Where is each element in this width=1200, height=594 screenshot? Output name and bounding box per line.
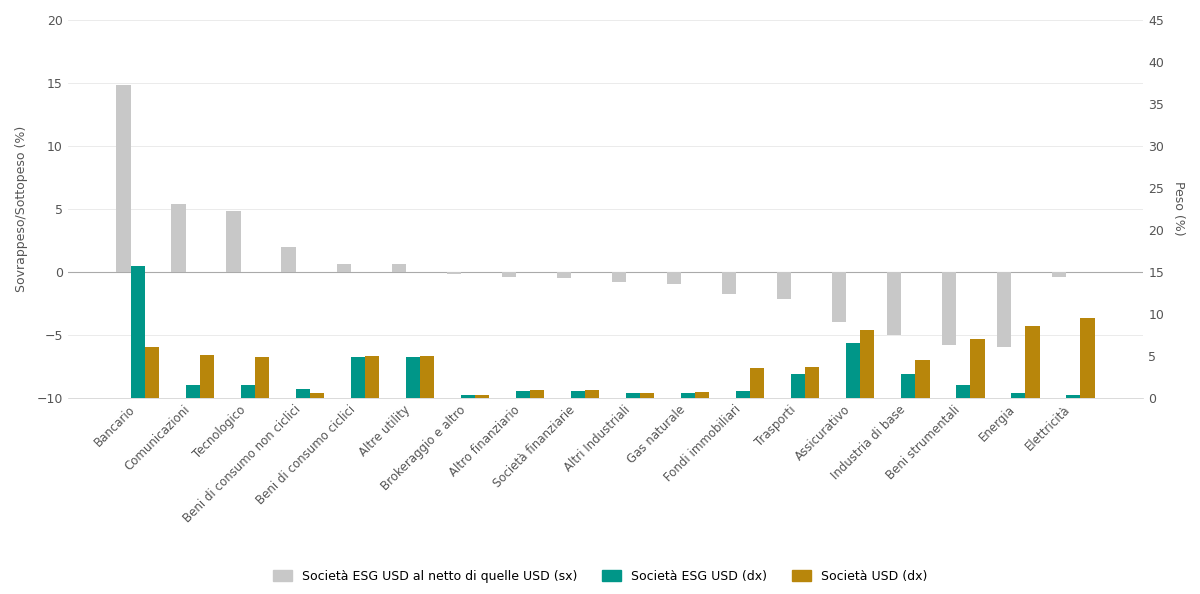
Bar bbox=[721, 271, 736, 295]
Bar bbox=[145, 347, 160, 397]
Bar bbox=[172, 204, 186, 271]
Bar bbox=[516, 391, 530, 397]
Bar bbox=[557, 271, 571, 278]
Bar bbox=[750, 368, 764, 397]
Legend: Società ESG USD al netto di quelle USD (sx), Società ESG USD (dx), Società USD (: Società ESG USD al netto di quelle USD (… bbox=[268, 565, 932, 587]
Bar bbox=[612, 271, 626, 282]
Bar bbox=[626, 393, 640, 397]
Bar bbox=[1066, 395, 1080, 397]
Bar bbox=[791, 374, 805, 397]
Bar bbox=[186, 385, 200, 397]
Bar bbox=[530, 390, 545, 397]
Bar bbox=[1051, 271, 1066, 277]
Bar bbox=[832, 271, 846, 322]
Bar bbox=[640, 393, 654, 397]
Bar bbox=[131, 266, 145, 397]
Y-axis label: Sovrappeso/Sottopeso (%): Sovrappeso/Sottopeso (%) bbox=[14, 126, 28, 292]
Bar bbox=[971, 339, 984, 397]
Bar bbox=[956, 385, 971, 397]
Bar bbox=[502, 271, 516, 277]
Bar bbox=[256, 358, 269, 397]
Bar bbox=[241, 385, 256, 397]
Bar bbox=[887, 271, 901, 334]
Bar bbox=[776, 271, 791, 299]
Bar bbox=[446, 271, 461, 274]
Bar bbox=[942, 271, 956, 345]
Bar bbox=[695, 391, 709, 397]
Bar bbox=[916, 360, 930, 397]
Bar bbox=[475, 395, 490, 397]
Bar bbox=[1080, 318, 1094, 397]
Bar bbox=[997, 271, 1010, 347]
Bar bbox=[1010, 393, 1025, 397]
Bar bbox=[586, 390, 600, 397]
Bar bbox=[406, 358, 420, 397]
Bar bbox=[666, 271, 680, 285]
Bar bbox=[391, 264, 406, 271]
Bar bbox=[365, 356, 379, 397]
Bar bbox=[420, 356, 434, 397]
Bar bbox=[680, 393, 695, 397]
Bar bbox=[1025, 326, 1039, 397]
Bar bbox=[310, 393, 324, 397]
Y-axis label: Peso (%): Peso (%) bbox=[1172, 182, 1186, 236]
Bar bbox=[227, 211, 241, 271]
Bar bbox=[200, 355, 215, 397]
Bar bbox=[461, 395, 475, 397]
Bar bbox=[116, 86, 131, 271]
Bar bbox=[846, 343, 860, 397]
Bar bbox=[282, 247, 296, 271]
Bar bbox=[901, 374, 916, 397]
Bar bbox=[336, 264, 350, 271]
Bar bbox=[571, 391, 586, 397]
Bar bbox=[860, 330, 875, 397]
Bar bbox=[736, 391, 750, 397]
Bar bbox=[350, 358, 365, 397]
Bar bbox=[296, 389, 310, 397]
Bar bbox=[805, 366, 820, 397]
